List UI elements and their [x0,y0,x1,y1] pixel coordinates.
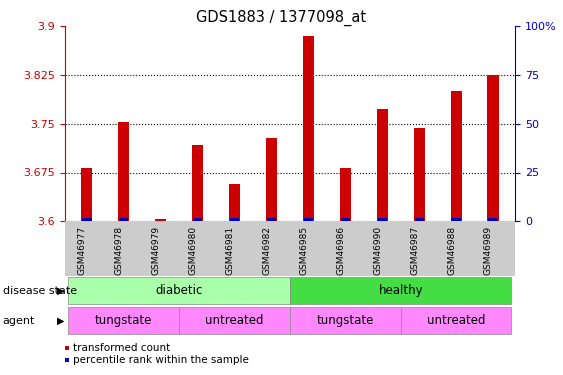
Bar [303,36,314,221]
Text: transformed count: transformed count [73,343,171,353]
Text: GSM46985: GSM46985 [300,226,309,275]
Text: GSM46986: GSM46986 [336,226,345,275]
Bar [401,307,511,334]
Bar [266,138,277,221]
Text: healthy: healthy [378,284,423,297]
Bar [488,75,498,221]
Text: disease state: disease state [3,286,77,296]
Bar [290,307,401,334]
Bar [267,218,276,221]
Bar [414,218,424,221]
Bar [82,168,92,221]
Text: ▶: ▶ [57,316,65,326]
Bar [69,277,290,304]
Bar [340,168,351,221]
Text: GSM46978: GSM46978 [115,226,124,275]
Bar [230,218,239,221]
Text: tungstate: tungstate [95,314,153,327]
Bar [377,109,388,221]
Text: untreated: untreated [205,314,264,327]
Text: percentile rank within the sample: percentile rank within the sample [73,356,249,365]
Text: ▶: ▶ [57,286,65,296]
Text: GSM46979: GSM46979 [152,226,160,275]
Bar [82,218,92,221]
Bar [179,307,290,334]
Bar [450,91,462,221]
Text: GSM46982: GSM46982 [262,226,271,274]
Bar [488,218,498,221]
Bar [452,218,461,221]
Bar [118,123,129,221]
Bar [290,277,511,304]
Bar [193,218,202,221]
Text: GSM46988: GSM46988 [447,226,456,275]
Text: untreated: untreated [427,314,485,327]
Text: tungstate: tungstate [316,314,374,327]
Text: GSM46989: GSM46989 [484,226,493,275]
Bar [414,128,425,221]
Bar [378,218,387,221]
Text: GSM46987: GSM46987 [410,226,419,275]
Bar [192,144,203,221]
Text: GSM46981: GSM46981 [226,226,235,275]
Text: GSM46990: GSM46990 [373,226,382,275]
Bar [119,218,128,221]
Text: agent: agent [3,316,35,326]
Bar [304,218,313,221]
Bar [69,307,179,334]
Bar [229,184,240,221]
Text: GDS1883 / 1377098_at: GDS1883 / 1377098_at [196,9,367,26]
Text: diabetic: diabetic [155,284,203,297]
Text: GSM46980: GSM46980 [189,226,198,275]
Bar [155,219,166,221]
Text: GSM46977: GSM46977 [78,226,87,275]
Bar [341,218,350,221]
